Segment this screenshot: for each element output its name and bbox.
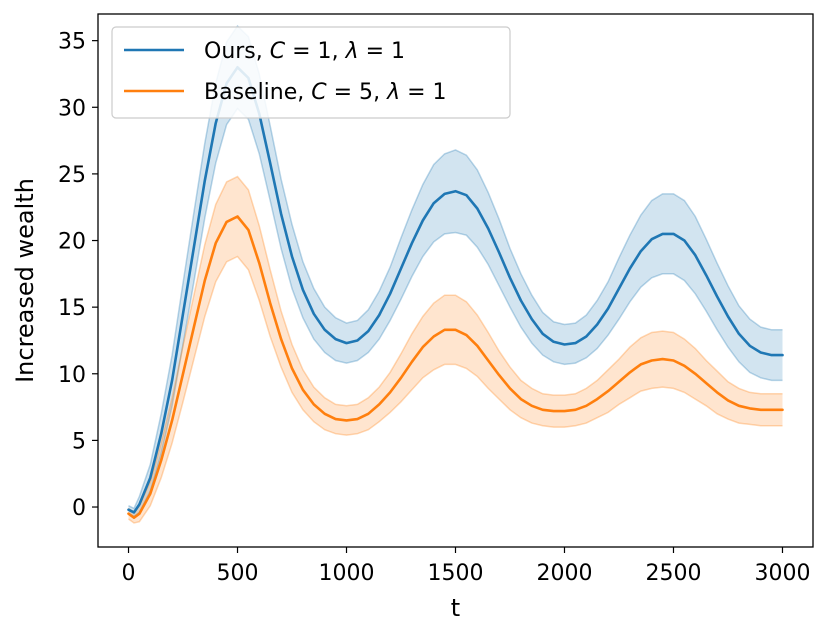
y-tick-label: 25 [58, 163, 86, 188]
x-tick-label: 2000 [536, 561, 592, 586]
series-1-band [128, 176, 783, 523]
y-tick-label: 5 [72, 429, 86, 454]
series-0-band [128, 26, 783, 517]
legend-label-0: Ours, C = 1, λ = 1 [204, 39, 405, 64]
x-tick-label: 3000 [754, 561, 810, 586]
series-1-band-lower [128, 255, 783, 524]
series-1-line [127, 215, 784, 520]
y-tick-label: 0 [72, 496, 86, 521]
y-axis-ticks: 0 5 10 15 20 25 30 35 [58, 30, 98, 521]
y-tick-label: 20 [58, 230, 86, 255]
x-tick-label: 2500 [645, 561, 701, 586]
series-1-band-upper [128, 175, 783, 514]
y-tick-label: 15 [58, 296, 86, 321]
x-axis-label: t [451, 594, 460, 622]
confidence-bands [128, 24, 783, 524]
y-tick-label: 35 [58, 30, 86, 55]
legend-label-1: Baseline, C = 5, λ = 1 [204, 80, 447, 105]
x-tick-label: 0 [122, 561, 136, 586]
series-0-band-lower [128, 107, 783, 518]
x-tick-label: 1000 [319, 561, 375, 586]
y-tick-label: 30 [58, 96, 86, 121]
y-tick-label: 10 [58, 363, 86, 388]
y-axis-label: Increased wealth [11, 178, 39, 383]
x-tick-label: 1500 [428, 561, 484, 586]
legend-box [111, 26, 511, 119]
x-axis-ticks: 0 500 1000 1500 2000 2500 3000 [122, 547, 810, 586]
legend: Ours, C = 1, λ = 1 Baseline, C = 5, λ = 1 [111, 26, 511, 119]
x-tick-label: 500 [217, 561, 259, 586]
